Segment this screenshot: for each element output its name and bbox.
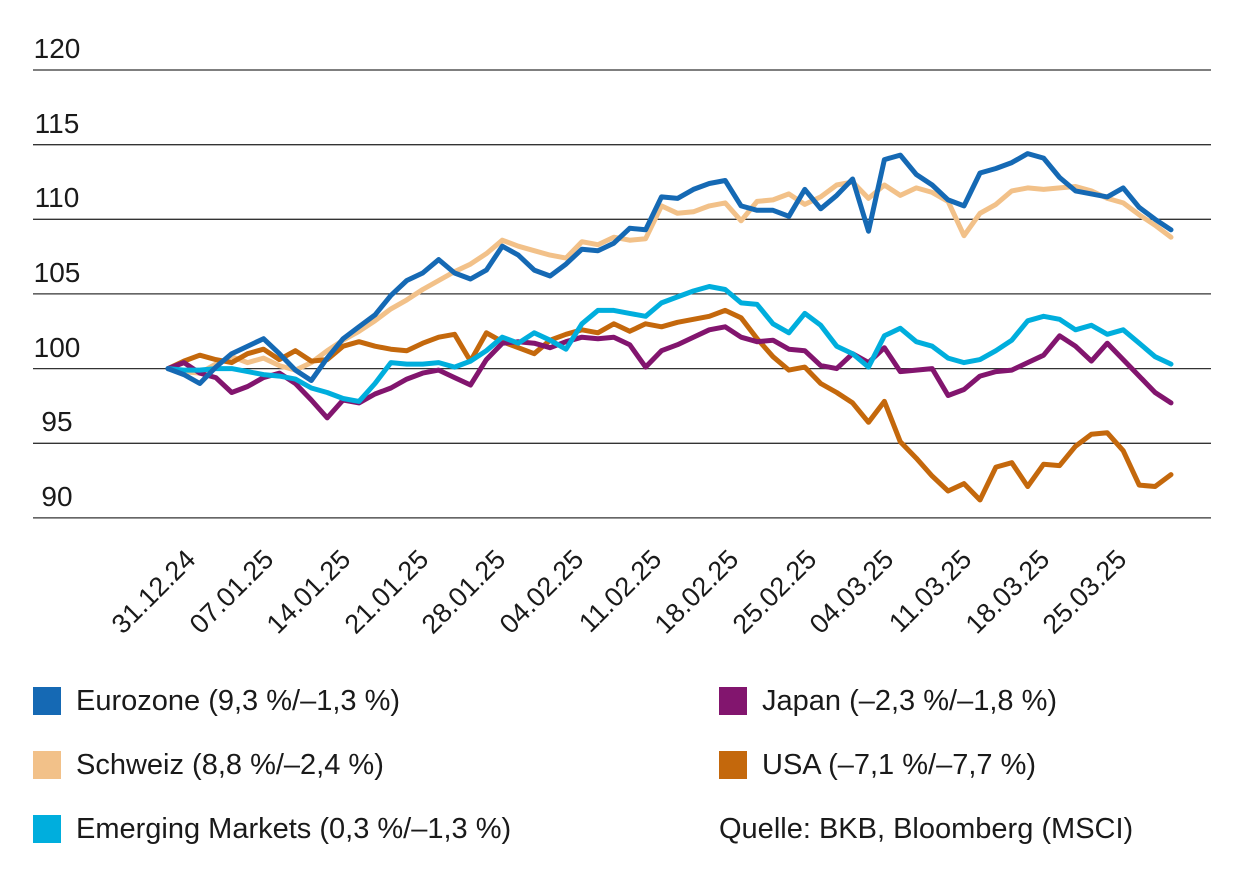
legend-swatch-emerging-markets <box>33 815 61 843</box>
legend-label-emerging-markets: Emerging Markets (0,3 %/–1,3 %) <box>76 813 512 845</box>
legend-item-schweiz: Schweiz (8,8 %/–2,4 %) <box>33 750 384 780</box>
y-tick-label-120: 120 <box>33 33 81 64</box>
legend-swatch-schweiz <box>33 751 61 779</box>
legend-item-usa: USA (–7,1 %/–7,7 %) <box>719 750 1036 780</box>
y-tick-label-115: 115 <box>34 108 80 139</box>
y-tick-label-95: 95 <box>41 406 73 437</box>
series-line-eurozone <box>165 151 1174 386</box>
series-line-emerging-markets <box>165 284 1174 404</box>
legend-swatch-japan <box>719 687 747 715</box>
legend-swatch-eurozone <box>33 687 61 715</box>
legend-label-schweiz: Schweiz (8,8 %/–2,4 %) <box>76 749 384 781</box>
plot-area <box>33 69 1211 519</box>
legend-item-emerging-markets: Emerging Markets (0,3 %/–1,3 %) <box>33 814 511 844</box>
legend-item-japan: Japan (–2,3 %/–1,8 %) <box>719 686 1057 716</box>
legend-label-usa: USA (–7,1 %/–7,7 %) <box>762 749 1037 781</box>
legend-label-eurozone: Eurozone (9,3 %/–1,3 %) <box>76 685 401 717</box>
y-tick-label-105: 105 <box>33 257 81 288</box>
series-line-schweiz <box>165 179 1174 376</box>
y-tick-label-100: 100 <box>33 332 81 363</box>
legend-label-japan: Japan (–2,3 %/–1,8 %) <box>762 685 1058 717</box>
series-line-usa <box>165 307 1174 503</box>
y-tick-label-90: 90 <box>41 481 73 512</box>
y-tick-label-110: 110 <box>34 182 80 213</box>
legend-swatch-usa <box>719 751 747 779</box>
legend-item-eurozone: Eurozone (9,3 %/–1,3 %) <box>33 686 400 716</box>
series-line-japan <box>165 324 1174 421</box>
source-attribution: Quelle: BKB, Bloomberg (MSCI) <box>719 813 1134 845</box>
